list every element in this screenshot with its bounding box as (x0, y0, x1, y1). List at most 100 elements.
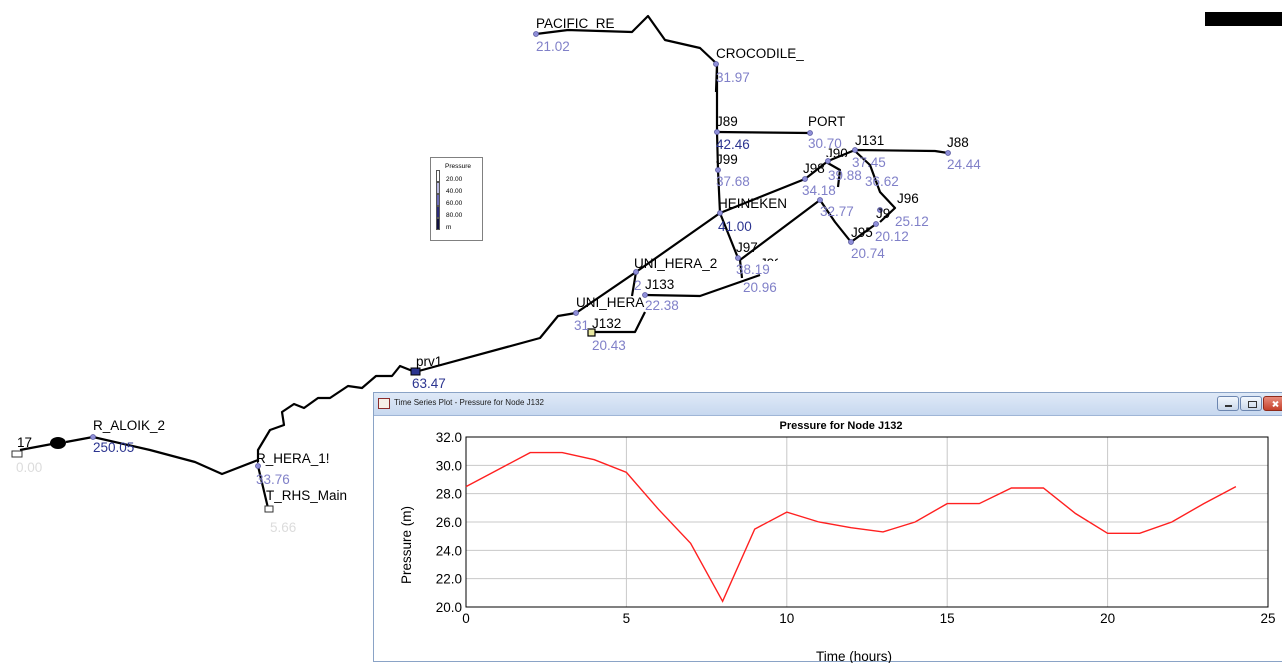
tank-icon[interactable] (264, 505, 274, 513)
legend-title: Pressure (445, 163, 472, 170)
node-label-port: PORT (808, 114, 845, 129)
pipe[interactable] (855, 151, 897, 223)
pressure-chart[interactable]: Pressure for Node J132 20.022.024.026.02… (374, 415, 1282, 663)
junction-marker[interactable] (817, 197, 823, 203)
pipe[interactable] (590, 311, 646, 334)
node-value-port: 30.70 (808, 136, 842, 151)
junction-marker[interactable] (255, 463, 261, 469)
node-value-heineken: 41.00 (718, 219, 752, 234)
pipe[interactable] (535, 14, 718, 65)
node-value-pacific: 21.02 (536, 39, 570, 54)
node-value-prv1: 63.47 (412, 376, 446, 391)
node-label-j131: J131 (855, 133, 884, 148)
node-value-t-rhs: 5.66 (270, 520, 296, 535)
node-value-j95: 20.74 (851, 246, 885, 261)
toolbar-fragment (1205, 12, 1282, 26)
pipe[interactable] (644, 273, 761, 298)
node-label-j98: J98 (803, 161, 825, 176)
node-value-uni-hera-2: 2 (634, 278, 642, 293)
junction-marker[interactable] (825, 158, 831, 164)
junction-marker[interactable] (90, 434, 96, 440)
junction-marker[interactable] (633, 269, 639, 275)
y-tick-label: 30.0 (436, 458, 462, 473)
pressure-legend[interactable]: Pressure 20.00 40.00 60.00 80.00 m (430, 157, 483, 241)
y-tick-label: 28.0 (436, 487, 462, 502)
node-label-prv1: prv1 (416, 354, 442, 369)
junction-marker[interactable] (848, 239, 854, 245)
junction-marker[interactable] (573, 310, 579, 316)
y-tick-label: 20.0 (436, 600, 462, 615)
node-labels: 17 0.00 R_ALOIK_2 250.05 R_HERA_1! 33.76… (16, 16, 981, 535)
y-tick-label: 24.0 (436, 543, 462, 558)
pipe-network[interactable] (19, 14, 949, 509)
junction-marker[interactable] (714, 129, 720, 135)
node-label-r-hera: R_HERA_1! (256, 451, 330, 466)
pipe[interactable] (718, 212, 740, 259)
junction-marker[interactable] (642, 292, 648, 298)
node-label-j133: J133 (645, 277, 674, 292)
legend-entry: 80.00 (446, 212, 463, 219)
time-series-window[interactable]: Time Series Plot - Pressure for Node J13… (373, 392, 1282, 663)
junction-marker[interactable] (877, 207, 883, 213)
x-tick-labels: 0 5 10 15 20 25 (462, 611, 1275, 626)
junction-marker[interactable] (713, 61, 719, 67)
node-value-j9x: 20.96 (743, 280, 777, 295)
junction-marker[interactable] (717, 210, 723, 216)
node-label-j88: J88 (947, 135, 969, 150)
node-label-j90: J90 (826, 146, 848, 161)
junction-marker[interactable] (735, 255, 741, 261)
junction-marker[interactable] (802, 176, 808, 182)
restore-button[interactable] (1240, 396, 1262, 411)
node-label-17: 17 (17, 435, 32, 450)
legend-entry: 40.00 (446, 188, 463, 195)
pipe[interactable] (19, 442, 53, 452)
pipe[interactable] (825, 161, 842, 188)
node-value-j90: 39.88 (828, 168, 862, 183)
node-value-j99: 37.68 (716, 174, 750, 189)
pipe[interactable] (256, 465, 270, 509)
pump-icon[interactable] (50, 437, 66, 449)
legend-swatch (436, 170, 440, 182)
node-label-j99: J99 (716, 152, 738, 167)
node-label-j132: J132 (592, 316, 621, 331)
node-value-j97: 38.19 (736, 262, 770, 277)
pipe[interactable] (719, 148, 949, 215)
legend-swatch (436, 206, 440, 218)
junction-marker[interactable] (852, 147, 858, 153)
node-label-j97: J97 (736, 240, 758, 255)
node-value-j-mid: 36.62 (865, 174, 899, 189)
node-value-j-327: 32.77 (820, 204, 854, 219)
node-value-j98: 34.18 (802, 183, 836, 198)
series-line[interactable] (465, 451, 1237, 603)
pipe[interactable] (414, 311, 577, 374)
pipe[interactable] (256, 364, 416, 462)
valve-icon[interactable] (410, 367, 421, 376)
node-value-r-aloik: 250.05 (93, 440, 134, 455)
close-button[interactable] (1263, 396, 1282, 411)
minimize-button[interactable] (1217, 396, 1239, 411)
node-label-t-rhs: T_RHS_Main (266, 488, 347, 503)
y-tick-label: 32.0 (436, 430, 462, 445)
node-value-j133: 22.38 (645, 298, 679, 313)
pipe[interactable] (630, 271, 638, 297)
node-value-j9: 20.12 (875, 229, 909, 244)
junction-marker[interactable] (807, 130, 813, 136)
pipe[interactable] (716, 130, 811, 135)
pipe[interactable] (65, 435, 259, 476)
junction-marker[interactable] (715, 167, 721, 173)
window-titlebar[interactable]: Time Series Plot - Pressure for Node J13… (374, 393, 1282, 416)
node-value-r-hera: 33.76 (256, 472, 290, 487)
legend-entry: 20.00 (446, 176, 463, 183)
chart-title: Pressure for Node J132 (780, 420, 903, 432)
junction-marker[interactable] (945, 150, 951, 156)
node-value-j89: 42.46 (716, 137, 750, 152)
junction-marker[interactable] (873, 221, 879, 227)
reservoir-icon[interactable] (11, 450, 23, 458)
node-label-j9x: J99 (760, 256, 782, 271)
legend-swatch (436, 194, 440, 206)
node-label-heineken: HEINEKEN (718, 196, 787, 211)
junction-marker[interactable] (533, 31, 539, 37)
pipe[interactable] (819, 199, 877, 244)
junction-selected[interactable] (587, 328, 596, 337)
